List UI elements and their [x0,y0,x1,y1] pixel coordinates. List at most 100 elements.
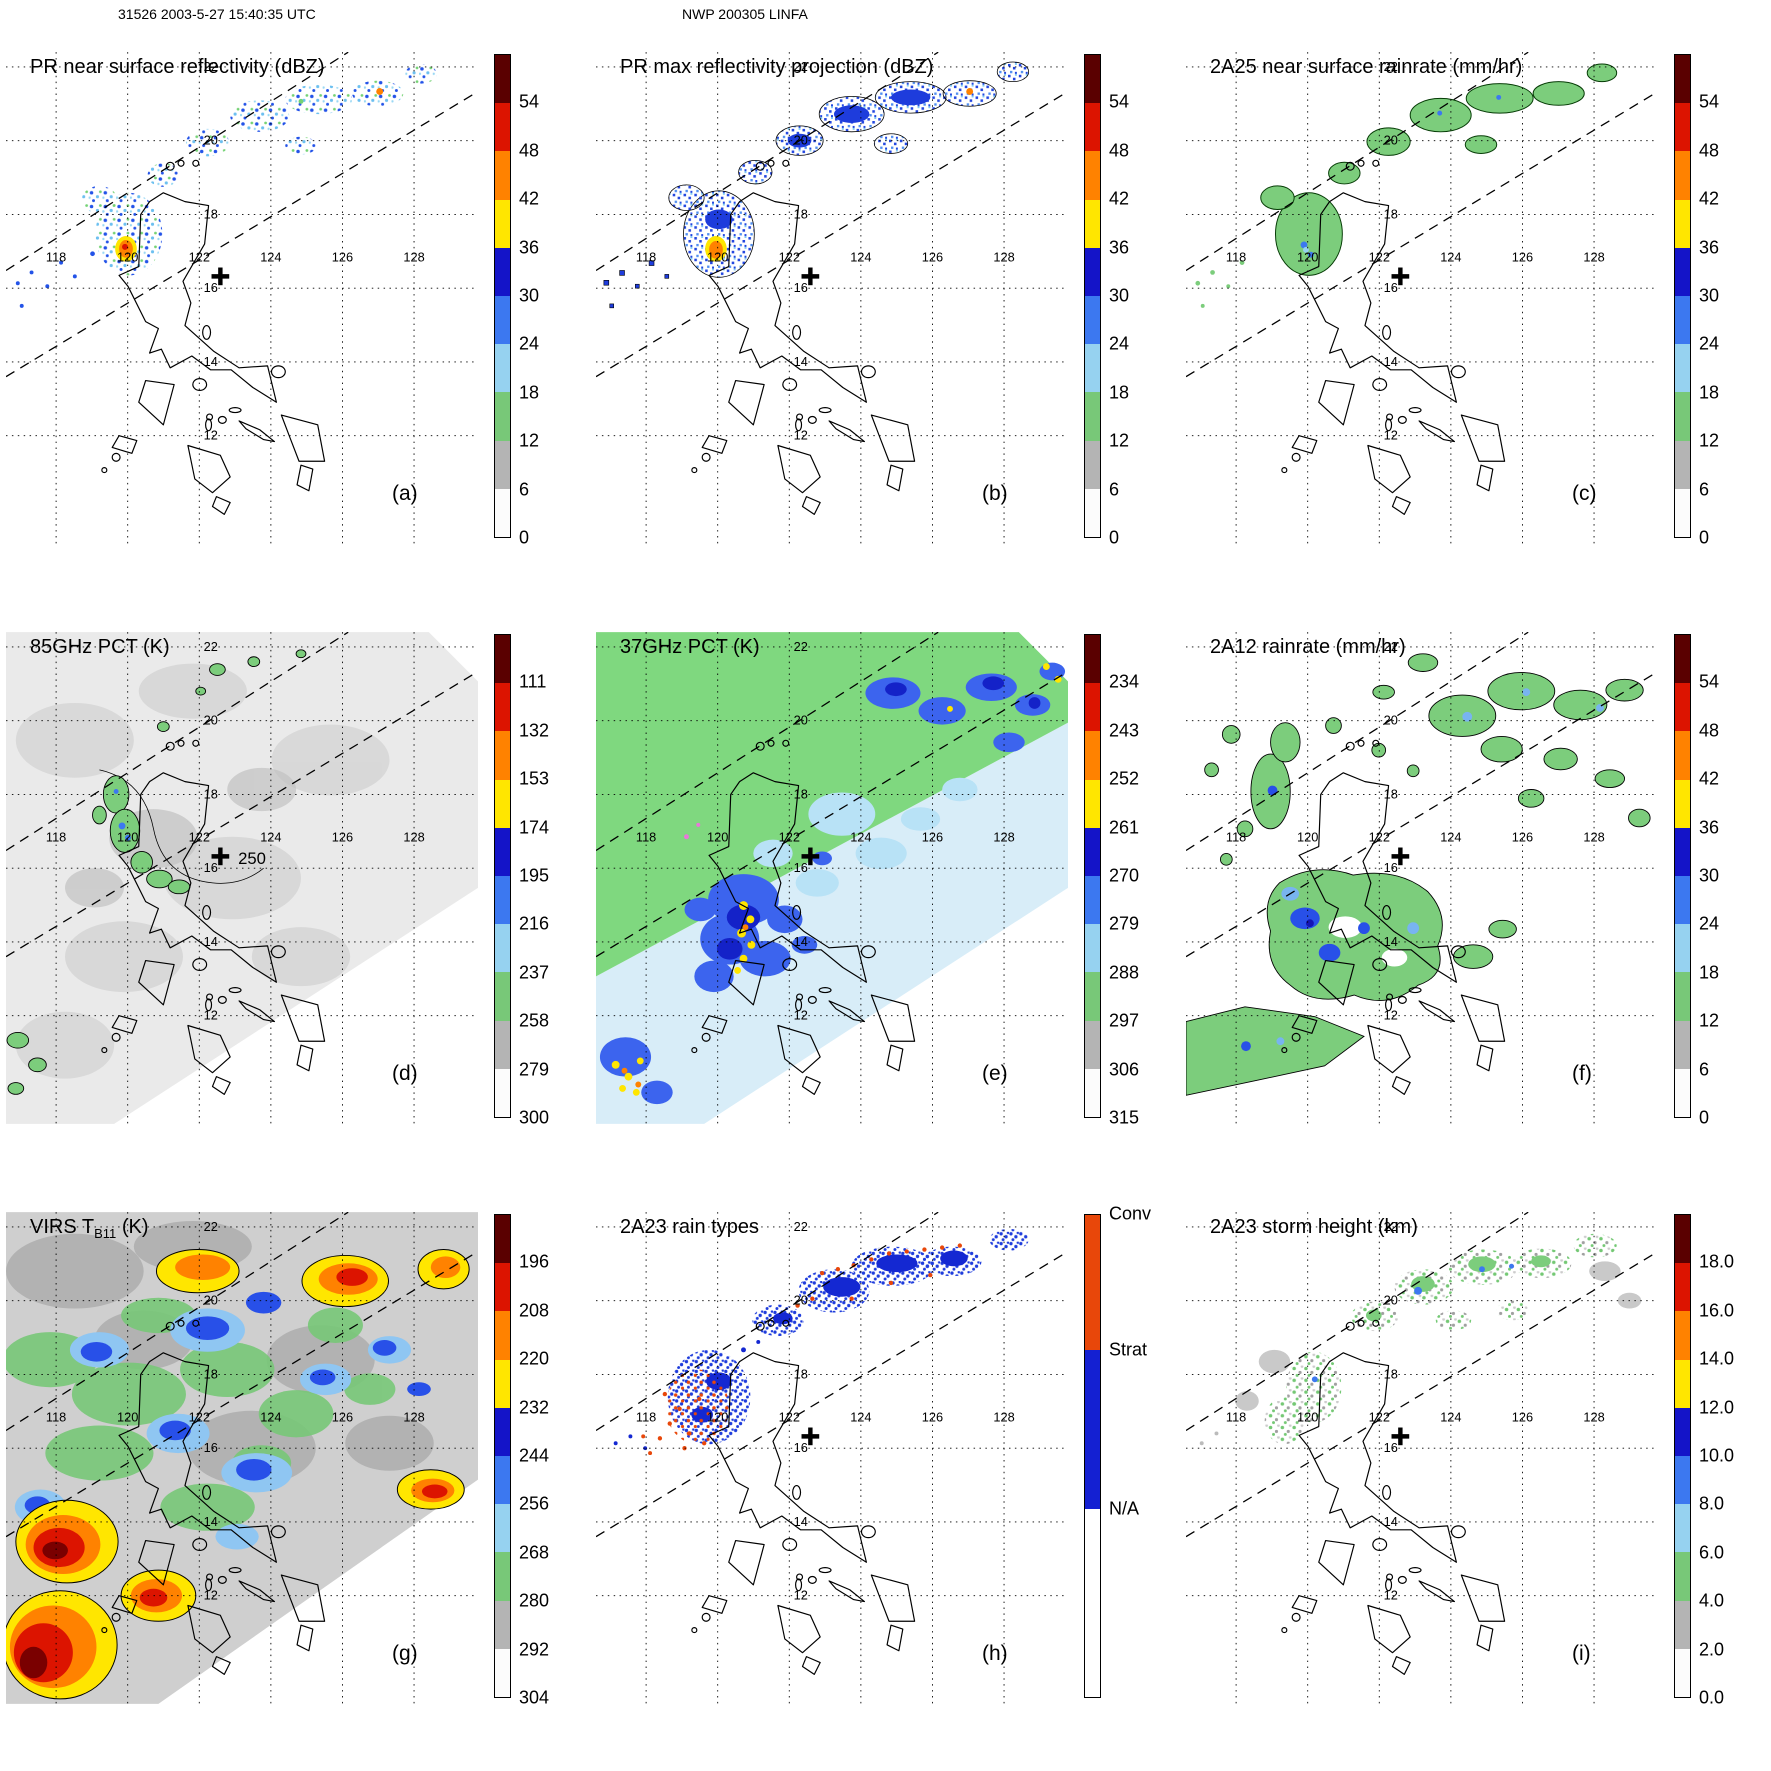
lon-label: 118 [636,1410,656,1425]
lat-label: 12 [1384,1588,1398,1603]
colorbar-tick-label: 14.0 [1699,1348,1735,1369]
lat-label: 18 [1384,1366,1398,1381]
colorbar-tick-label: 256 [519,1493,550,1514]
map-graticule: 118120122124126128222018161412 [596,52,1068,544]
colorbar-segment [1675,1407,1690,1457]
lon-label: 118 [1226,1410,1246,1425]
lat-label: 14 [1384,1514,1398,1529]
lon-label: 124 [850,830,871,845]
colorbar-segment [1675,199,1690,248]
colorbar-bar [1674,634,1691,1118]
colorbar: Conv Strat N/A [1084,1204,1176,1698]
colorbar-tick-label: 30 [1699,865,1720,886]
lat-label: 16 [204,1440,218,1455]
colorbar-segment [1675,972,1690,1021]
colorbar-tick-label: 0 [519,527,530,548]
colorbar-tick-label: 42 [1699,188,1720,209]
colorbar-tick-label: 24 [1699,333,1720,354]
lat-label: 22 [794,59,808,74]
lon-label: 126 [332,1410,353,1425]
colorbar-segment [1675,779,1690,828]
colorbar-segment [1675,247,1690,297]
colorbar-tick-label: 12 [1109,430,1130,451]
pct85-data-overlay [6,632,478,1124]
colorbar-bar [1674,54,1691,538]
panel-letter: (b) [982,482,1008,505]
colorbar-tick-label: 18 [1699,382,1720,403]
lat-label: 16 [794,1440,808,1455]
panel-h: 118120122124126128222018161412 2A23 rain… [590,1186,1180,1766]
lat-label: 18 [204,206,218,221]
colorbar-tick-label: 24 [1699,913,1720,934]
colorbar-segment [1675,1020,1690,1069]
pct37-data-overlay [596,632,1068,1124]
colorbar-segment [1675,827,1690,877]
panel-e: 118120122124126128222018161412 37GHz PCT… [590,606,1180,1186]
colorbar-segment [1675,1311,1690,1360]
map-panel-a: 118120122124126128222018161412 [6,52,478,544]
colorbar-tick-label: 6 [519,479,530,500]
colorbar-tick-label: 30 [519,285,540,306]
storm-id: NWP 200305 LINFA [682,6,808,22]
colorbar-segment [1675,392,1690,441]
colorbar-tick-label: 54 [519,91,540,112]
colorbar-tick-label: 24 [1109,333,1130,354]
colorbar-segment [1085,1068,1100,1118]
lat-label: 16 [1384,1440,1398,1455]
colorbar-tick-label: 216 [519,913,550,934]
colorbar-tick-label: 195 [519,865,550,886]
colorbar-segment [495,683,510,732]
colorbar: 54 48 42 36 30 24 18 12 6 0 [1084,54,1176,548]
colorbar-tick-label: 12 [1699,430,1720,451]
colorbar-tick-label: 42 [1699,768,1720,789]
lon-label: 126 [332,250,353,265]
lon-label: 120 [117,250,138,265]
colorbar-tick-label: 0 [1699,527,1710,548]
colorbar-tick-label: Strat [1109,1339,1148,1360]
max-reflectivity-data-overlay [603,61,1030,309]
lon-label: 122 [189,1410,210,1425]
colorbar-bar [1084,54,1101,538]
lon-label: 118 [46,250,66,265]
colorbar-tick-label: 48 [1699,720,1720,741]
colorbar-segment [1675,731,1690,780]
lon-label: 124 [1440,830,1461,845]
colorbar-segment [495,392,510,441]
map-graticule: 118120122124126128222018161412 [6,1212,478,1704]
lon-label: 120 [117,830,138,845]
lat-label: 22 [1384,639,1398,654]
lon-label: 128 [1583,1410,1604,1425]
panel-title: 2A23 storm height (km) [1210,1216,1418,1238]
lon-label: 122 [1369,1410,1390,1425]
storm-height-data-overlay [1199,1233,1642,1446]
lon-label: 124 [260,250,281,265]
colorbar-segment [495,1020,510,1069]
lon-label: 122 [779,830,800,845]
colorbar-tick-label: 208 [519,1300,550,1321]
colorbar-segment [495,1359,510,1408]
colorbar-segment [1675,151,1690,200]
figure-header: 31526 2003-5-27 15:40:35 UTC NWP 200305 … [0,0,1771,26]
lon-label: 128 [1583,830,1604,845]
colorbar-segment [1675,1504,1690,1553]
colorbar-tick-label: 36 [1699,817,1720,838]
panel-letter: (e) [982,1062,1008,1085]
colorbar-tick-label: N/A [1109,1498,1140,1519]
lon-label: 120 [707,830,728,845]
colorbar-tick-label: 280 [519,1590,550,1611]
panel-letter: (h) [982,1642,1008,1665]
colorbar-segment [1085,199,1100,248]
colorbar-segment [1085,1020,1100,1069]
colorbar-segment [1085,924,1100,973]
colorbar-segment [495,151,510,200]
colorbar-tick-label: 6 [1699,479,1710,500]
lat-label: 22 [1384,59,1398,74]
lat-label: 22 [794,639,808,654]
lon-label: 128 [993,250,1014,265]
colorbar-tick-label: 54 [1699,671,1720,692]
lon-label: 126 [922,1410,943,1425]
lon-label: 124 [1440,1410,1461,1425]
colorbar-segment [495,876,510,925]
colorbar-tick-label: 0 [1699,1107,1710,1128]
